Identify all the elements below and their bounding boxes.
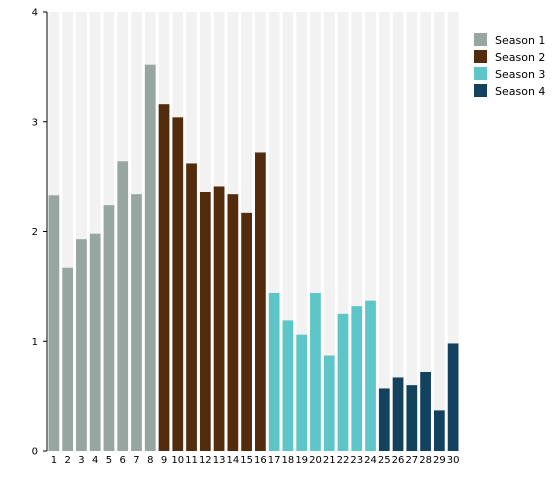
legend-item: Season 4 (474, 84, 545, 98)
bar-30 (447, 343, 459, 451)
legend-label: Season 3 (495, 68, 545, 81)
x-tick-label: 29 (433, 455, 446, 466)
x-tick-label: 11 (185, 455, 198, 466)
x-tick-label: 24 (364, 455, 377, 466)
x-tick-label: 2 (64, 455, 70, 466)
x-tick-label: 12 (199, 455, 212, 466)
column-band (406, 12, 418, 451)
bar-29 (433, 410, 445, 451)
x-tick-label: 15 (240, 455, 253, 466)
legend-swatch (474, 50, 487, 63)
column-band (392, 12, 404, 451)
column-band (420, 12, 431, 451)
x-tick-label: 10 (171, 455, 184, 466)
column-band (351, 12, 363, 451)
x-tick-label: 16 (254, 455, 267, 466)
bar-14 (227, 194, 239, 451)
column-band (323, 12, 335, 451)
bar-25 (378, 388, 390, 451)
x-tick-label: 9 (161, 455, 167, 466)
bar-16 (255, 152, 266, 452)
x-tick-label: 14 (226, 455, 239, 466)
x-tick-label: 6 (120, 455, 126, 466)
bar-20 (310, 292, 321, 451)
x-tick-label: 13 (213, 455, 226, 466)
bar-12 (199, 191, 211, 452)
column-band (378, 12, 390, 451)
y-tick-label: 0 (32, 447, 38, 458)
bar-26 (392, 377, 404, 451)
bar-1 (48, 195, 60, 451)
x-tick-label: 8 (147, 455, 153, 466)
y-tick-label: 1 (32, 337, 38, 348)
bar-4 (89, 233, 101, 451)
bar-7 (131, 194, 142, 451)
y-tick-label: 3 (32, 117, 38, 128)
column-band (76, 12, 87, 451)
legend-label: Season 4 (495, 85, 545, 98)
column-band (433, 12, 445, 451)
x-tick-label: 23 (350, 455, 363, 466)
bar-8 (144, 64, 156, 452)
x-tick-label: 18 (282, 455, 295, 466)
x-tick-label: 17 (268, 455, 281, 466)
bar-10 (172, 117, 184, 452)
column-band (89, 12, 101, 451)
bar-19 (296, 334, 308, 451)
bar-3 (76, 239, 87, 451)
bar-18 (282, 320, 294, 451)
bar-21 (323, 355, 335, 451)
bar-5 (103, 205, 115, 451)
bar-13 (213, 186, 225, 451)
column-band (268, 12, 280, 451)
legend-label: Season 2 (495, 51, 545, 64)
legend-swatch (474, 67, 487, 80)
x-tick-label: 22 (337, 455, 350, 466)
bar-27 (406, 385, 418, 451)
x-tick-label: 19 (295, 455, 308, 466)
x-tick-label: 30 (447, 455, 460, 466)
x-tick-label: 21 (323, 455, 336, 466)
bar-9 (158, 104, 170, 451)
bar-28 (420, 371, 431, 451)
bar-17 (268, 292, 280, 451)
legend-item: Season 2 (474, 50, 545, 64)
legend-label: Season 1 (495, 34, 545, 47)
x-tick-label: 25 (378, 455, 391, 466)
column-band (365, 12, 376, 451)
bar-6 (117, 161, 129, 451)
x-tick-label: 1 (51, 455, 57, 466)
bar-2 (62, 267, 74, 451)
x-tick-label: 7 (133, 455, 139, 466)
legend-swatch (474, 33, 487, 46)
column-band (447, 12, 459, 451)
x-tick-label: 4 (92, 455, 98, 466)
bar-22 (337, 313, 349, 451)
legend-item: Season 3 (474, 67, 545, 81)
column-band (310, 12, 321, 451)
legend-swatch (474, 84, 487, 97)
bars-group (48, 64, 459, 452)
column-band (282, 12, 294, 451)
bar-15 (241, 212, 252, 451)
x-tick-label: 5 (106, 455, 112, 466)
y-tick-label: 4 (32, 8, 38, 19)
bar-11 (186, 163, 197, 451)
x-tick-label: 3 (78, 455, 84, 466)
bar-23 (351, 306, 363, 451)
legend-item: Season 1 (474, 33, 545, 47)
column-band (62, 12, 74, 451)
x-tick-label: 27 (405, 455, 418, 466)
column-band (296, 12, 308, 451)
x-tick-label: 20 (309, 455, 322, 466)
y-tick-label: 2 (32, 227, 38, 238)
bar-24 (365, 300, 376, 451)
x-tick-label: 26 (392, 455, 405, 466)
x-tick-label: 28 (419, 455, 432, 466)
column-band (337, 12, 349, 451)
legend: Season 1 Season 2 Season 3 Season 4 (474, 33, 545, 98)
